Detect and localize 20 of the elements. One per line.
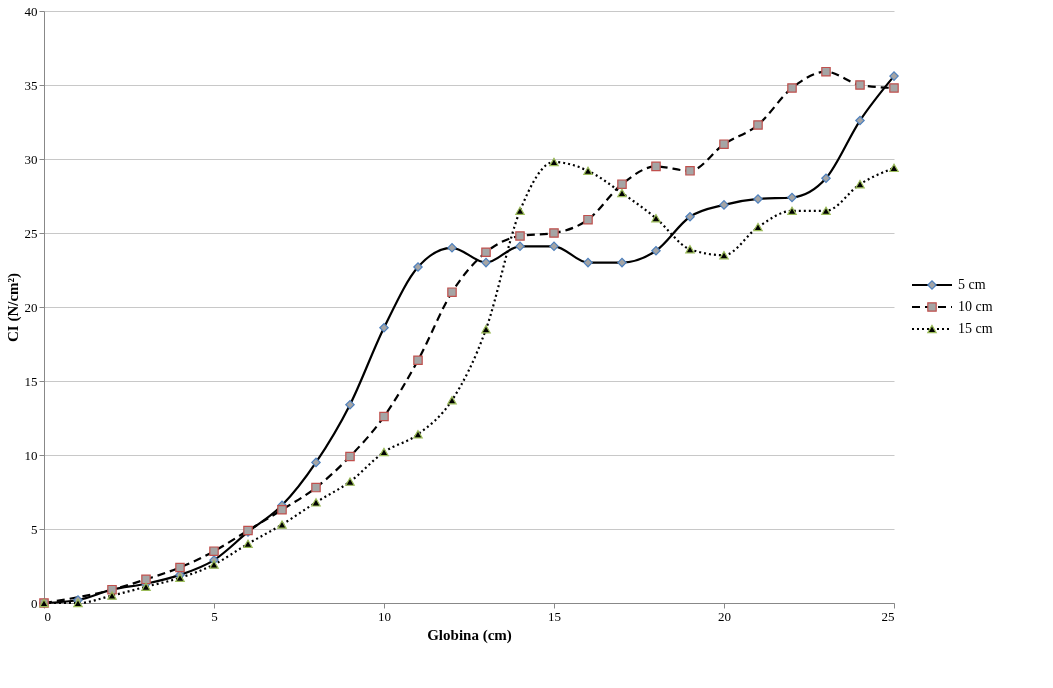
y-tick-label: 25 — [24, 225, 38, 241]
legend-label: 5 cm — [958, 277, 986, 292]
x-axis-title: Globina (cm) — [427, 626, 512, 644]
y-tick-label: 30 — [24, 151, 38, 167]
y-tick-label: 0 — [31, 595, 38, 611]
y-tick-label: 35 — [24, 77, 38, 93]
y-tick-label: 15 — [24, 373, 38, 389]
y-axis-title: CI (N/cm²) — [4, 272, 22, 343]
y-tick-label: 10 — [24, 447, 38, 463]
legend-label: 10 cm — [958, 299, 993, 314]
x-tick-label: 0 — [44, 608, 51, 624]
y-tick-label: 20 — [24, 299, 38, 315]
x-tick-label: 20 — [718, 608, 731, 624]
x-tick-label: 10 — [378, 608, 391, 624]
y-tick-label: 40 — [24, 3, 38, 19]
x-tick-label: 15 — [548, 608, 561, 624]
x-tick-label: 5 — [211, 608, 218, 624]
x-tick-label: 25 — [881, 608, 895, 624]
legend-label: 15 cm — [958, 321, 993, 336]
y-tick-label: 5 — [31, 521, 38, 537]
